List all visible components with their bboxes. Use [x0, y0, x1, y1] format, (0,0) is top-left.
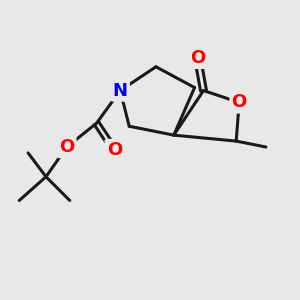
- Text: O: O: [232, 93, 247, 111]
- Text: O: O: [190, 49, 205, 67]
- Text: N: N: [113, 82, 128, 100]
- Text: O: O: [59, 138, 74, 156]
- Text: O: O: [107, 141, 122, 159]
